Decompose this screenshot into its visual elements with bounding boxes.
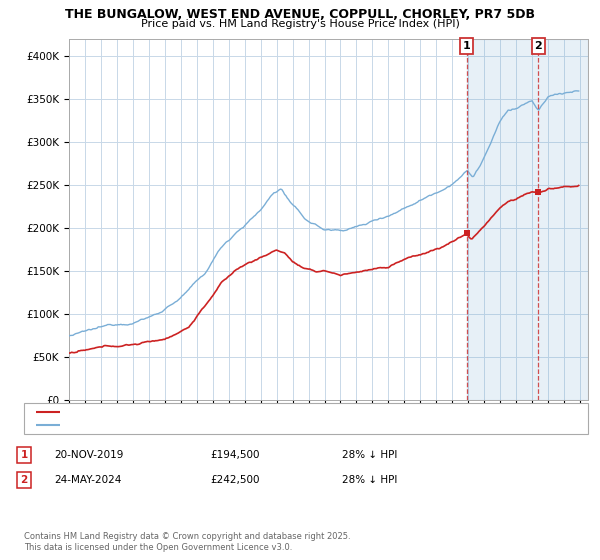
Text: Contains HM Land Registry data © Crown copyright and database right 2025.
This d: Contains HM Land Registry data © Crown c…: [24, 532, 350, 552]
Text: HPI: Average price, detached house, Chorley: HPI: Average price, detached house, Chor…: [66, 421, 278, 430]
Text: £194,500: £194,500: [210, 450, 260, 460]
Text: Price paid vs. HM Land Registry's House Price Index (HPI): Price paid vs. HM Land Registry's House …: [140, 19, 460, 29]
Text: 28% ↓ HPI: 28% ↓ HPI: [342, 450, 397, 460]
Text: 1: 1: [463, 41, 470, 51]
Text: 1: 1: [20, 450, 28, 460]
Bar: [467, 39, 588, 400]
Text: 2: 2: [535, 41, 542, 51]
Text: THE BUNGALOW, WEST END AVENUE, COPPULL, CHORLEY, PR7 5DB: THE BUNGALOW, WEST END AVENUE, COPPULL, …: [65, 8, 535, 21]
Text: 24-MAY-2024: 24-MAY-2024: [54, 475, 121, 485]
Text: £242,500: £242,500: [210, 475, 260, 485]
Text: THE BUNGALOW, WEST END AVENUE, COPPULL, CHORLEY, PR7 5DB (detached house): THE BUNGALOW, WEST END AVENUE, COPPULL, …: [66, 407, 474, 416]
Text: 28% ↓ HPI: 28% ↓ HPI: [342, 475, 397, 485]
Text: 20-NOV-2019: 20-NOV-2019: [54, 450, 124, 460]
Text: 2: 2: [20, 475, 28, 485]
